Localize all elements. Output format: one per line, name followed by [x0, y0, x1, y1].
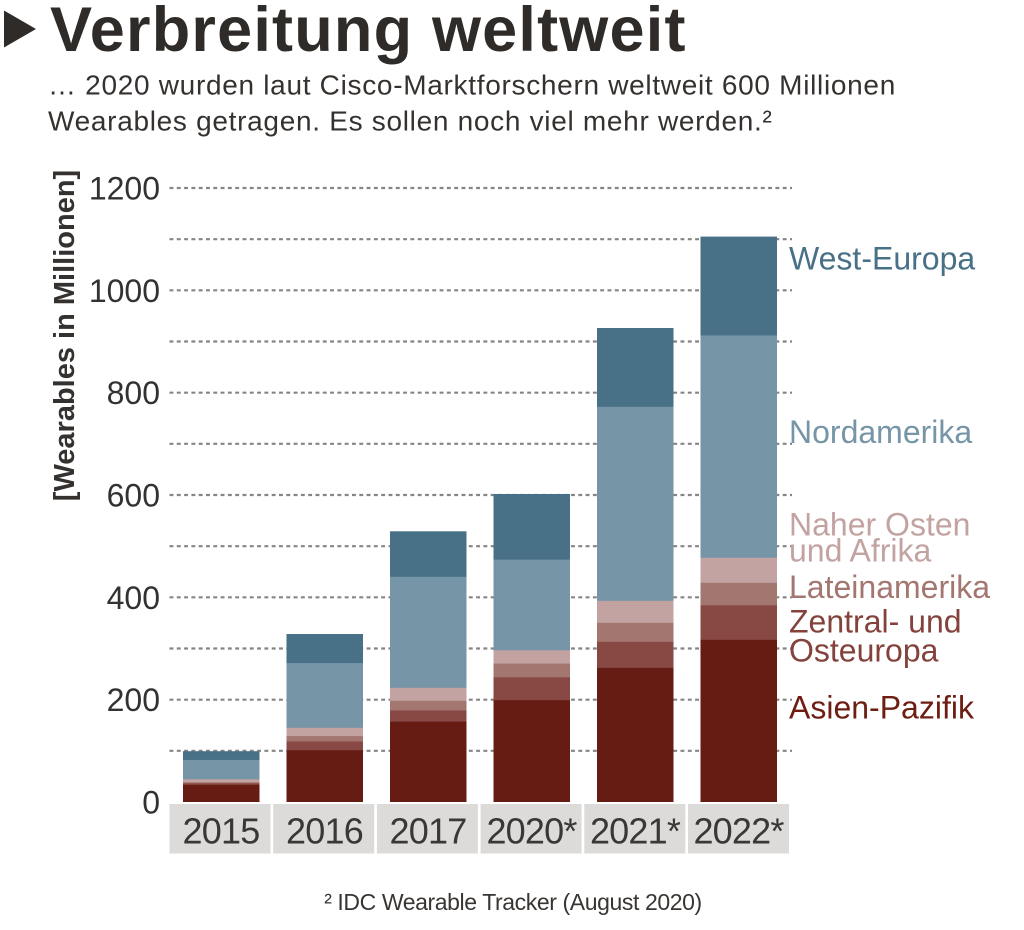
svg-text:Asien-Pazifik: Asien-Pazifik	[789, 690, 975, 726]
svg-text:[Wearables in Millionen]: [Wearables in Millionen]	[49, 170, 81, 501]
svg-text:Wearables getragen. Es sollen: Wearables getragen. Es sollen noch viel …	[48, 106, 773, 137]
svg-text:Zentral- und: Zentral- und	[789, 604, 962, 640]
svg-text:0: 0	[142, 785, 160, 821]
svg-text:2021*: 2021*	[590, 811, 681, 852]
svg-text:1000: 1000	[89, 273, 160, 309]
svg-text:1200: 1200	[89, 171, 160, 207]
svg-text:Lateinamerika: Lateinamerika	[789, 569, 990, 605]
svg-text:Naher Osten: Naher Osten	[789, 507, 970, 543]
svg-text:800: 800	[107, 375, 160, 411]
svg-text:West-Europa: West-Europa	[789, 241, 975, 277]
svg-text:und Afrika: und Afrika	[789, 533, 932, 569]
svg-text:600: 600	[107, 478, 160, 514]
svg-text:2017: 2017	[390, 811, 467, 852]
svg-text:400: 400	[107, 580, 160, 616]
svg-text:Osteuropa: Osteuropa	[789, 633, 939, 669]
svg-text:2022*: 2022*	[693, 811, 784, 852]
svg-text:2016: 2016	[286, 811, 363, 852]
svg-text:200: 200	[107, 682, 160, 718]
svg-text:2015: 2015	[183, 811, 260, 852]
svg-text:Verbreitung weltweit: Verbreitung weltweit	[50, 0, 687, 65]
svg-text:… 2020 wurden laut Cisco-Markt: … 2020 wurden laut Cisco-Marktforschern …	[48, 70, 896, 101]
svg-text:2020*: 2020*	[486, 811, 577, 852]
svg-text:Nordamerika: Nordamerika	[789, 414, 972, 450]
svg-text:² IDC Wearable Tracker (August: ² IDC Wearable Tracker (August 2020)	[324, 889, 702, 915]
